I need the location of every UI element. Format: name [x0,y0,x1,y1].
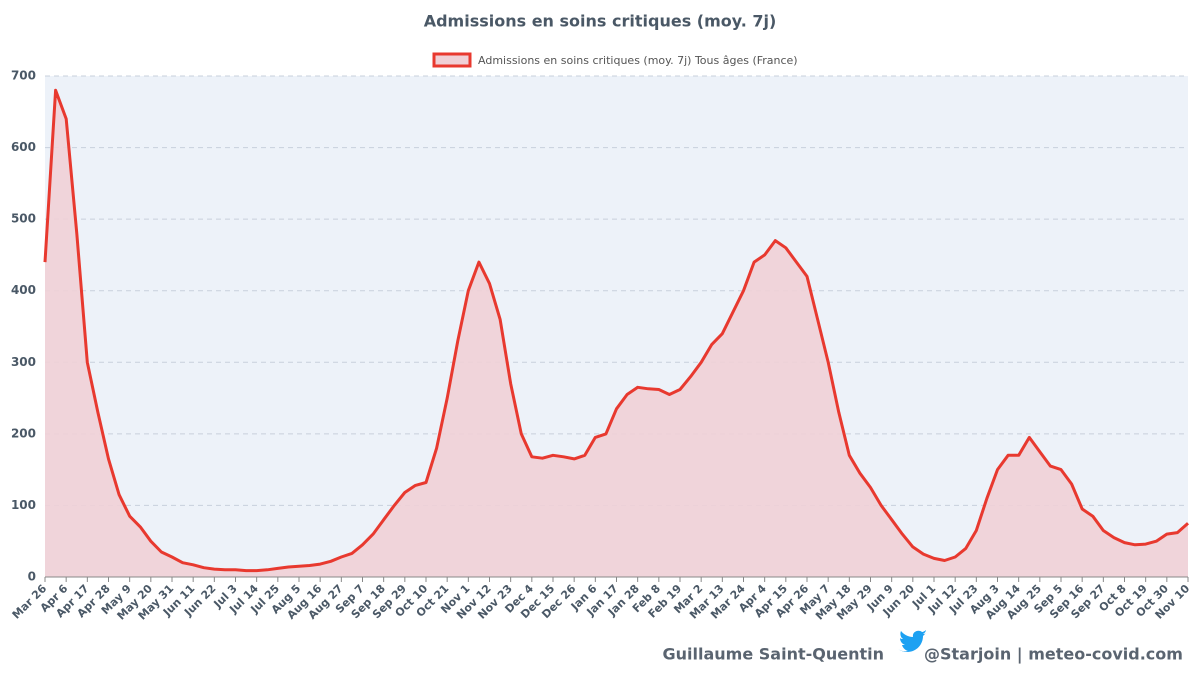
y-tick-label: 500 [11,212,36,226]
y-tick-label: 400 [11,283,36,297]
y-tick-label: 200 [11,426,36,440]
twitter-icon [898,630,926,652]
y-tick-label: 600 [11,140,36,154]
marks [43,88,1189,578]
y-tick-label: 300 [11,355,36,369]
footer-link[interactable]: @Starjoin | meteo-covid.com [924,645,1183,665]
legend-label[interactable]: Admissions en soins critiques (moy. 7j) … [478,54,798,67]
legend-swatch [432,52,472,68]
line [43,88,1189,573]
y-tick-label: 0 [28,570,36,584]
y-tick-label: 700 [11,69,36,83]
footer-author: Guillaume Saint-Quentin [663,645,885,664]
area-fill [45,90,1188,578]
chart-title: Admissions en soins critiques (moy. 7j) [424,12,777,31]
y-tick-label: 100 [11,498,36,512]
